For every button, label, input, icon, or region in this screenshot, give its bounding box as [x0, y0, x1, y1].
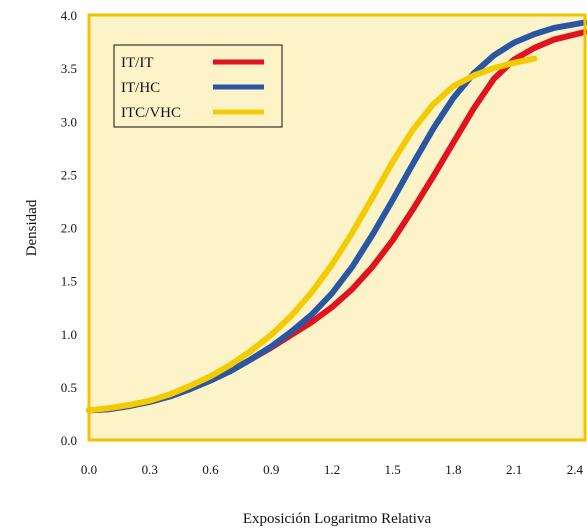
- legend: IT/IT IT/HC ITC/VHC: [113, 44, 283, 128]
- legend-label: IT/IT: [121, 55, 153, 71]
- x-tick-label: 2.1: [506, 462, 522, 477]
- x-tick-label: 1.2: [324, 462, 340, 477]
- x-tick-label: 2.4: [567, 462, 584, 477]
- y-axis-title: Densidad: [24, 199, 40, 256]
- x-tick-label: 0.6: [202, 462, 219, 477]
- y-tick-label: 2.5: [61, 167, 77, 182]
- y-tick-label: 1.0: [61, 327, 77, 342]
- plot-frame: [87, 13, 587, 442]
- x-tick-label: 1.5: [385, 462, 401, 477]
- y-tick-label: 2.0: [61, 221, 77, 236]
- x-tick-label: 1.8: [445, 462, 461, 477]
- series-layer: [86, 19, 587, 414]
- legend-box: [113, 44, 283, 128]
- legend-label: IT/HC: [121, 80, 160, 96]
- x-axis-title: Exposición Logaritmo Relativa: [243, 511, 432, 527]
- series-line-itc-vhc: [86, 55, 538, 414]
- plot-area: [89, 15, 585, 440]
- y-tick-label: 3.0: [61, 114, 77, 129]
- y-tick-label: 3.5: [61, 61, 77, 76]
- y-tick-label: 4.0: [61, 8, 77, 23]
- y-tick-label: 1.5: [61, 274, 77, 289]
- x-tick-label: 0.3: [142, 462, 158, 477]
- x-tick-label: 0.9: [263, 462, 279, 477]
- legend-label: ITC/VHC: [121, 105, 181, 121]
- y-tick-label: 0.0: [61, 433, 77, 448]
- y-tick-label: 0.5: [61, 380, 77, 395]
- x-axis: 0.0 0.3 0.6 0.9 1.2 1.5 1.8 2.1 2.4: [81, 462, 584, 477]
- x-tick-label: 0.0: [81, 462, 97, 477]
- y-axis: 0.0 0.5 1.0 1.5 2.0 2.5 3.0 3.5 4.0: [61, 8, 77, 448]
